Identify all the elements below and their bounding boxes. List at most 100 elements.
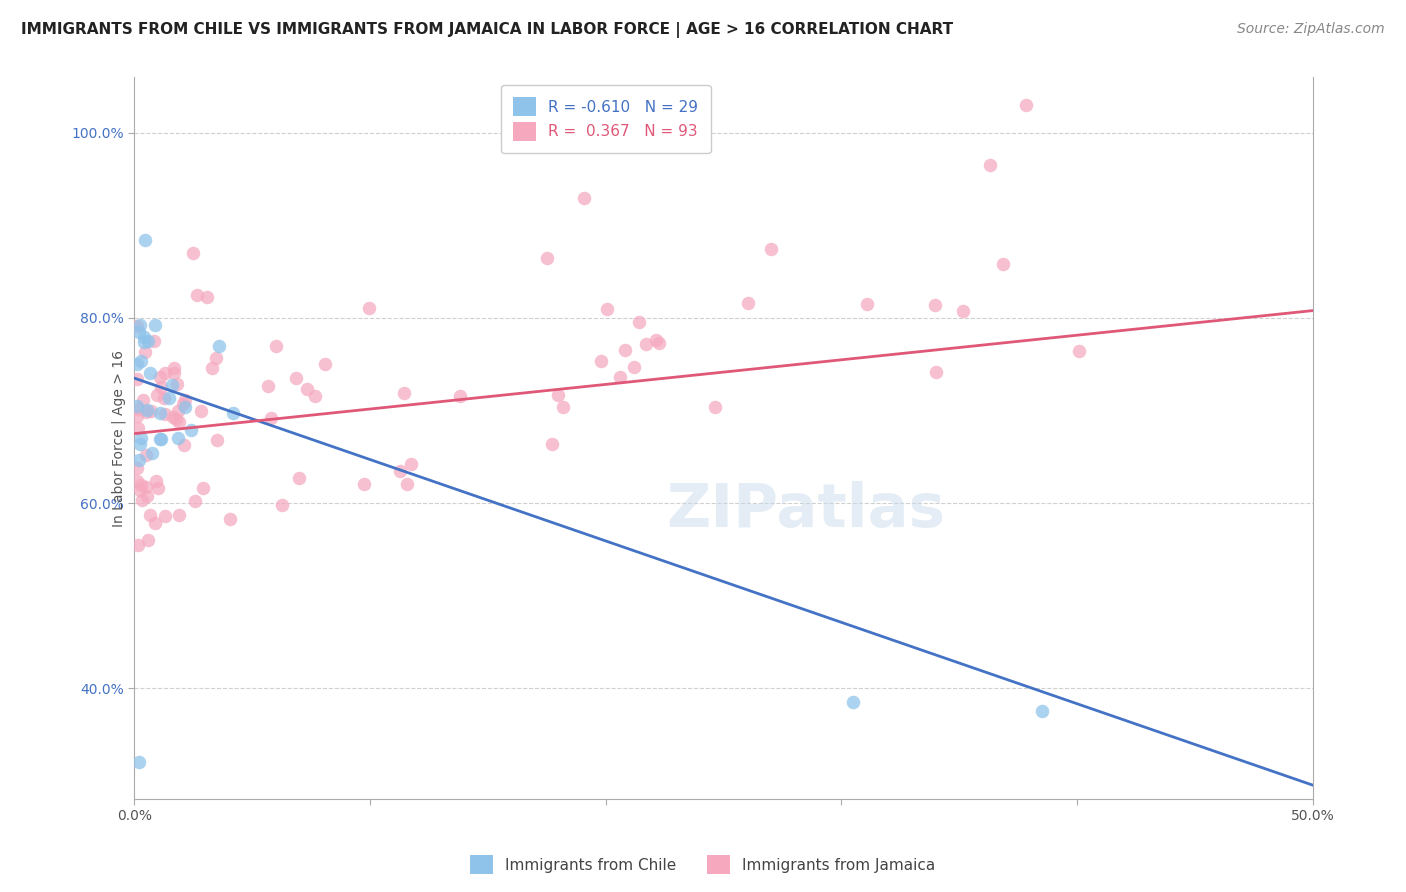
Point: [271, 498, 294, 512]
Point: [924, 298, 946, 312]
Point: [392, 386, 415, 401]
Point: [155, 407, 177, 421]
Point: [979, 158, 1001, 172]
Point: [135, 480, 157, 494]
Point: [128, 483, 150, 497]
Point: [703, 400, 725, 414]
Point: [623, 359, 645, 374]
Point: [160, 377, 183, 392]
Point: [314, 357, 336, 371]
Point: [759, 242, 782, 256]
Point: [952, 304, 974, 318]
Point: [146, 481, 169, 495]
Point: [139, 508, 162, 522]
Point: [304, 388, 326, 402]
Point: [645, 333, 668, 347]
Point: [131, 493, 153, 508]
Point: [149, 406, 172, 420]
Point: [195, 289, 218, 303]
Point: [181, 246, 204, 260]
Point: [166, 431, 188, 445]
Point: [284, 371, 307, 385]
Point: [128, 453, 150, 467]
Point: [540, 436, 562, 450]
Point: [395, 477, 418, 491]
Point: [842, 695, 865, 709]
Point: [146, 388, 169, 402]
Point: [132, 329, 155, 343]
Point: [186, 288, 208, 302]
Point: [129, 437, 152, 451]
Point: [127, 402, 149, 417]
Point: [260, 411, 283, 425]
Point: [132, 392, 155, 407]
Point: [222, 406, 245, 420]
Point: [1067, 344, 1090, 359]
Text: IMMIGRANTS FROM CHILE VS IMMIGRANTS FROM JAMAICA IN LABOR FORCE | AGE > 16 CORRE: IMMIGRANTS FROM CHILE VS IMMIGRANTS FROM…: [21, 22, 953, 38]
Point: [180, 423, 202, 437]
Point: [142, 334, 165, 348]
Point: [129, 478, 152, 492]
Point: [145, 474, 167, 488]
Point: [148, 369, 170, 384]
Point: [135, 448, 157, 462]
Point: [129, 353, 152, 368]
Point: [162, 409, 184, 424]
Point: [173, 401, 195, 415]
Point: [256, 379, 278, 393]
Point: [127, 538, 149, 552]
Point: [1031, 704, 1053, 718]
Point: [190, 404, 212, 418]
Point: [136, 403, 159, 417]
Point: [149, 432, 172, 446]
Point: [125, 357, 148, 371]
Point: [991, 257, 1014, 271]
Point: [141, 404, 163, 418]
Point: [132, 335, 155, 350]
Point: [150, 432, 173, 446]
Point: [547, 388, 569, 402]
Point: [143, 318, 166, 332]
Point: [205, 434, 228, 448]
Point: [169, 508, 191, 522]
Point: [134, 345, 156, 359]
Point: [157, 392, 180, 406]
Point: [141, 445, 163, 459]
Point: [167, 404, 190, 418]
Point: [129, 431, 152, 445]
Point: [155, 508, 177, 523]
Point: [153, 367, 176, 381]
Point: [266, 339, 288, 353]
Point: [1015, 98, 1038, 112]
Legend: Immigrants from Chile, Immigrants from Jamaica: Immigrants from Chile, Immigrants from J…: [464, 849, 942, 880]
Point: [204, 351, 226, 366]
Point: [136, 334, 159, 348]
Point: [150, 380, 173, 394]
Point: [536, 251, 558, 265]
Point: [613, 343, 636, 357]
Point: [135, 405, 157, 419]
Point: [136, 533, 159, 547]
Point: [191, 481, 214, 495]
Point: [389, 464, 412, 478]
Point: [648, 336, 671, 351]
Point: [153, 391, 176, 405]
Point: [125, 399, 148, 413]
Point: [173, 438, 195, 452]
Point: [125, 474, 148, 488]
Point: [143, 516, 166, 530]
Point: [288, 471, 311, 485]
Point: [201, 361, 224, 376]
Point: [169, 415, 191, 429]
Legend: R = -0.610   N = 29, R =  0.367   N = 93: R = -0.610 N = 29, R = 0.367 N = 93: [501, 85, 710, 153]
Point: [572, 191, 595, 205]
Point: [634, 337, 657, 351]
Point: [163, 360, 186, 375]
Point: [139, 366, 162, 380]
Point: [218, 512, 240, 526]
Point: [627, 314, 650, 328]
Point: [399, 457, 422, 471]
Point: [128, 755, 150, 769]
Text: ZIPatlas: ZIPatlas: [666, 481, 946, 540]
Point: [134, 233, 156, 247]
